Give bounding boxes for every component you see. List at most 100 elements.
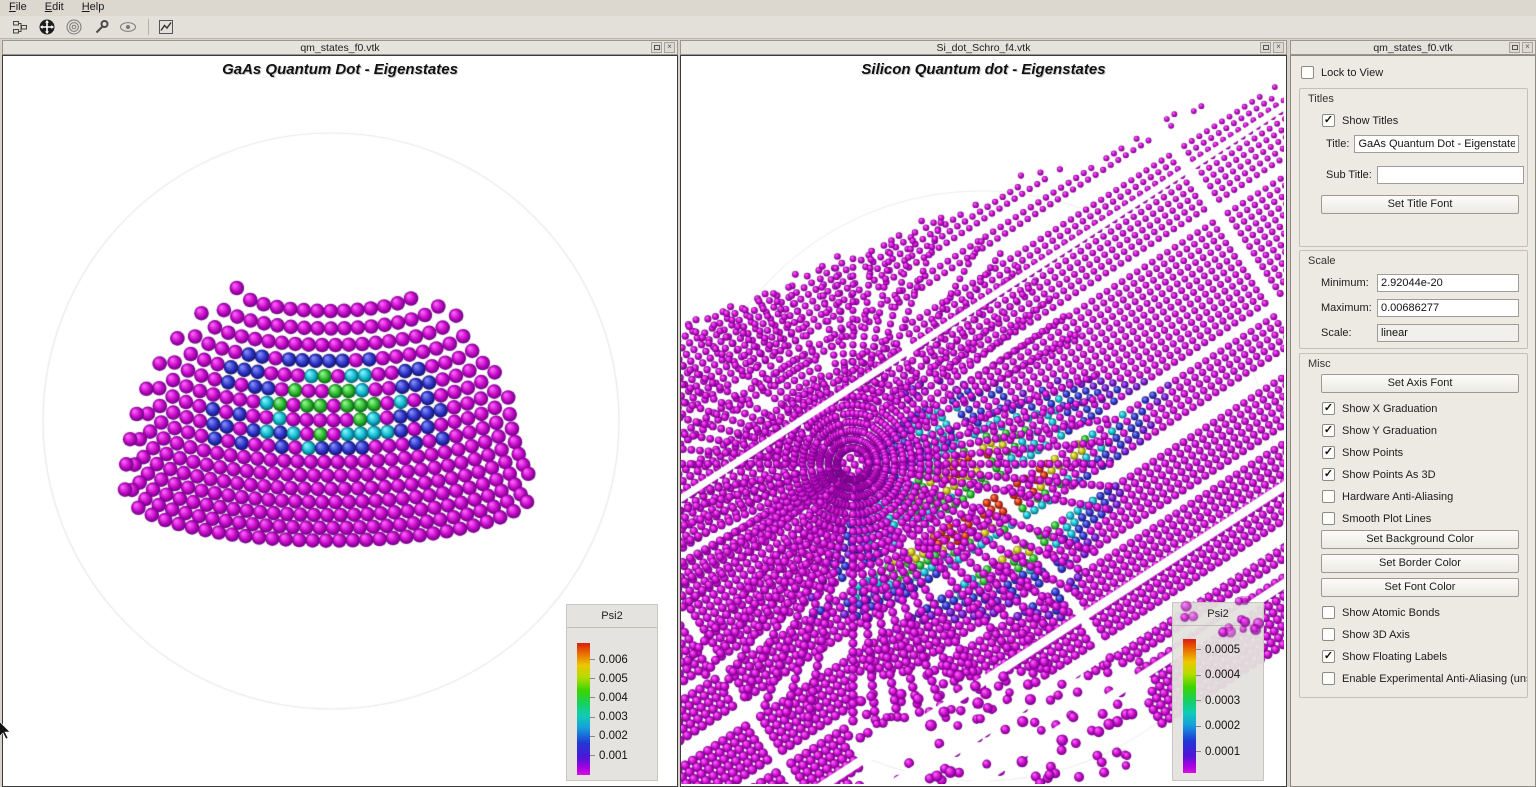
checkbox-show-floating-labels[interactable]: ✓ Show Floating Labels [1322,650,1527,663]
pan-3d-icon[interactable] [35,18,59,37]
toolbar-separator [148,19,149,35]
title-label: Title: [1326,138,1349,150]
chart-icon[interactable] [154,18,178,37]
checkbox-label: Show Points [1342,447,1403,459]
set-title-font-button[interactable]: Set Title Font [1321,195,1519,214]
checkbox-box[interactable]: ✓ [1322,650,1335,663]
set-background-color-button[interactable]: Set Background Color [1321,530,1519,549]
checkbox-show-titles[interactable]: ✓ Show Titles [1322,114,1527,127]
tool-icon[interactable] [89,18,113,37]
legend-tick: 0.0004 [1196,669,1240,681]
tab-settings[interactable]: qm_states_f0.vtk × [1290,40,1536,55]
checkbox-label: Lock to View [1321,67,1383,79]
group-label: Scale [1308,255,1527,267]
field-label: Scale: [1321,327,1372,339]
checkbox-box[interactable]: ✓ [1322,402,1335,415]
scale-group: Scale Minimum: Maximum: Scale: [1299,250,1528,349]
checkbox-label: Show Atomic Bonds [1342,607,1440,619]
colorbar [1183,639,1196,773]
checkbox-box[interactable]: ✓ [1322,446,1335,459]
field-label: Maximum: [1321,302,1372,314]
checkbox-box[interactable] [1322,606,1335,619]
legend-separator [1173,625,1263,626]
menu-file[interactable]: File [0,0,36,15]
tab-label: qm_states_f0.vtk [300,42,379,54]
checkbox-enable-experimental-anti-aliasing-unsaf[interactable]: Enable Experimental Anti-Aliasing (unsaf [1322,672,1527,685]
misc-group: Misc Set Axis Font ✓ Show X Graduation ✓ Sh… [1299,353,1528,698]
mouse-cursor [0,720,12,740]
checkbox-box[interactable]: ✓ [1322,468,1335,481]
subtitle-input[interactable] [1377,166,1524,184]
checkbox-label: Show Titles [1342,115,1398,127]
checkbox-show-y-graduation[interactable]: ✓ Show Y Graduation [1322,424,1527,437]
maximum-input[interactable] [1377,299,1519,317]
legend-separator [567,627,657,628]
legend-tick: 0.0001 [1196,746,1240,758]
tab-silicon-view[interactable]: Si_dot_Schro_f4.vtk × [680,40,1287,55]
checkbox-label: Smooth Plot Lines [1342,513,1431,525]
checkbox-lock-to-view[interactable]: Lock to View [1301,66,1535,79]
checkbox-box[interactable] [1322,672,1335,685]
checkbox-label: Hardware Anti-Aliasing [1342,491,1453,503]
legend-title: Psi2 [1173,608,1263,620]
field-label: Minimum: [1321,277,1372,289]
checkbox-label: Show Y Graduation [1342,425,1437,437]
application-window: FileEditHelp qm_states_f0.vtk × Si_dot_S… [0,0,1536,787]
checkbox-show-3d-axis[interactable]: Show 3D Axis [1322,628,1527,641]
checkbox-hardware-anti-aliasing[interactable]: Hardware Anti-Aliasing [1322,490,1527,503]
close-button[interactable]: × [1522,42,1533,53]
plot-title: GaAs Quantum Dot - Eigenstates [3,61,677,78]
scale-input[interactable] [1377,324,1519,342]
undock-button[interactable] [1260,42,1271,53]
group-label: Misc [1308,358,1527,370]
checkbox-box[interactable]: ✓ [1322,424,1335,437]
checkbox-box[interactable] [1301,66,1314,79]
checkbox-label: Show X Graduation [1342,403,1437,415]
titles-group: Titles ✓ Show Titles Title: Sub Title: Se… [1299,88,1528,247]
close-button[interactable]: × [1273,42,1284,53]
legend-tick: 0.0003 [1196,695,1240,707]
settings-panel: Lock to View Titles ✓ Show Titles Title: … [1290,55,1536,787]
checkbox-box[interactable] [1322,490,1335,503]
scale-row-maximum: Maximum: [1321,299,1519,317]
minimum-input[interactable] [1377,274,1519,292]
legend-tick: 0.0005 [1196,644,1240,656]
tab-label: qm_states_f0.vtk [1373,42,1452,54]
checkbox-show-points-as-3d[interactable]: ✓ Show Points As 3D [1322,468,1527,481]
undock-button[interactable] [651,42,662,53]
checkbox-box[interactable] [1322,628,1335,641]
colorbar-legend-silicon: Psi2 0.0005 0.0004 0.0003 0.0002 0.0001 [1172,602,1264,781]
legend-tick: 0.006 [590,654,628,666]
spiral-icon[interactable] [62,18,86,37]
set-axis-font-button[interactable]: Set Axis Font [1321,374,1519,393]
legend-tick: 0.004 [590,692,628,704]
plot-title: Silicon Quantum dot - Eigenstates [681,61,1286,78]
eye-icon[interactable] [116,18,140,37]
tab-gaas-view[interactable]: qm_states_f0.vtk × [2,40,678,55]
checkbox-box[interactable] [1322,512,1335,525]
set-border-color-button[interactable]: Set Border Color [1321,554,1519,573]
checkbox-smooth-plot-lines[interactable]: Smooth Plot Lines [1322,512,1527,525]
checkbox-show-points[interactable]: ✓ Show Points [1322,446,1527,459]
menu-help[interactable]: Help [73,0,114,15]
tree-view-icon[interactable] [8,18,32,37]
title-input[interactable] [1354,135,1519,153]
legend-tick: 0.001 [590,750,628,762]
tab-label: Si_dot_Schro_f4.vtk [937,42,1031,54]
checkbox-label: Show Floating Labels [1342,651,1447,663]
checkbox-label: Show Points As 3D [1342,469,1436,481]
group-label: Titles [1308,93,1527,105]
legend-tick: 0.005 [590,673,628,685]
menu-edit[interactable]: Edit [36,0,73,15]
close-button[interactable]: × [664,42,675,53]
set-font-color-button[interactable]: Set Font Color [1321,578,1519,597]
checkbox-show-atomic-bonds[interactable]: Show Atomic Bonds [1322,606,1527,619]
subtitle-label: Sub Title: [1326,169,1372,181]
checkbox-label: Enable Experimental Anti-Aliasing (unsaf [1342,673,1527,685]
legend-tick: 0.0002 [1196,720,1240,732]
scale-row-scale: Scale: [1321,324,1519,342]
checkbox-show-x-graduation[interactable]: ✓ Show X Graduation [1322,402,1527,415]
undock-button[interactable] [1509,42,1520,53]
checkbox-box[interactable]: ✓ [1322,114,1335,127]
menu-bar: FileEditHelp [0,0,1536,16]
